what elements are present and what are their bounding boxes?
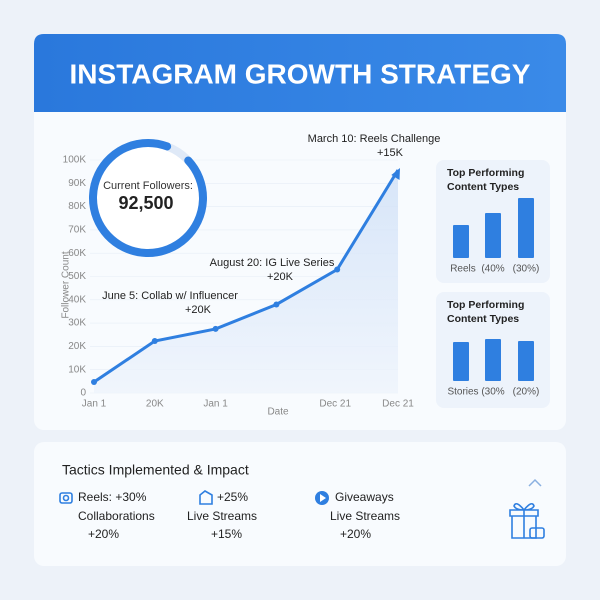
x-axis-label: Date [267,407,289,418]
header-bar [34,34,566,112]
gauge-label: Current Followers: [103,180,193,192]
tactic-text: +20% [88,527,119,541]
y-tick-label: 10K [68,364,86,375]
gift-box [529,527,545,539]
y-tick-label: 30K [68,318,86,329]
x-tick-label: Dec 21 [319,399,351,410]
bar-label: (40% [481,264,504,275]
bar [485,339,501,381]
tactic-text: +15% [211,527,242,541]
annotation-note: +20K [185,304,212,316]
bar [485,213,501,258]
main-card [34,34,566,430]
tactic-text: Collaborations [78,509,155,523]
camera-icon [59,492,73,504]
y-tick-label: 60K [68,248,86,259]
y-axis-label: Follower Count [61,251,72,318]
annotation-note: +15K [377,147,404,159]
tactics-card [34,442,566,566]
play-triangle [320,494,326,502]
bar [453,225,469,258]
tactic-text: Giveaways [335,490,394,504]
y-tick-label: 20K [68,341,86,352]
camera-lens [62,494,70,502]
point [91,379,97,386]
bar-label: Stories [447,387,478,398]
bar [518,341,534,381]
y-tick-label: 100K [63,155,87,166]
collapse-icon [528,478,542,487]
y-tick-label: 80K [68,201,86,212]
line-area [94,170,398,393]
line [93,169,400,384]
header-title: INSTAGRAM GROWTH STRATEGY [70,58,531,89]
bar-title: Content Types [447,181,519,193]
bar-label: Reels [450,264,476,275]
bar [518,198,534,258]
x-tick-label: Jan 1 [203,399,228,410]
y-tick-label: 50K [68,271,86,282]
tactic-text: Reels: +30% [78,490,147,504]
bar-title: Top Performing [447,167,524,179]
tactic-text: Live Streams [187,509,257,523]
annotation-title: June 5: Collab w/ Influencer [102,290,238,302]
gauge-bg [89,139,207,257]
point [151,338,158,345]
annotation-title: March 10: Reels Challenge [308,133,441,145]
y-tick-label: 0 [80,388,86,399]
x-tick-label: 20K [146,399,164,410]
y-tick-label: 40K [68,294,86,305]
tactic-text: +25% [217,490,248,504]
gauge-arc [89,139,207,257]
bar-label: (20%) [513,387,540,398]
arrow-head [391,168,400,181]
y-tick-label: 70K [68,225,86,236]
x-tick-label: Jan 1 [82,399,107,410]
tactic-text: +20% [340,527,371,541]
bar [453,342,469,381]
tactics-title: Tactics Implemented & Impact [62,462,249,478]
tactic-text: Live Streams [330,509,400,523]
gauge-value: 92,500 [118,193,173,213]
home-icon [199,490,213,505]
x-tick-label: Dec 21 [382,399,414,410]
point [334,266,341,273]
annotation-title: August 20: IG Live Series [210,257,335,269]
bar-label: (30% [481,387,504,398]
point [273,301,280,308]
icons [59,490,545,539]
y-tick-label: 90K [68,178,86,189]
bar-title: Top Performing [447,299,524,311]
bar-label: (30%) [513,264,540,275]
bar-title: Content Types [447,313,519,325]
point [212,325,219,332]
annotation-note: +20K [267,271,294,283]
